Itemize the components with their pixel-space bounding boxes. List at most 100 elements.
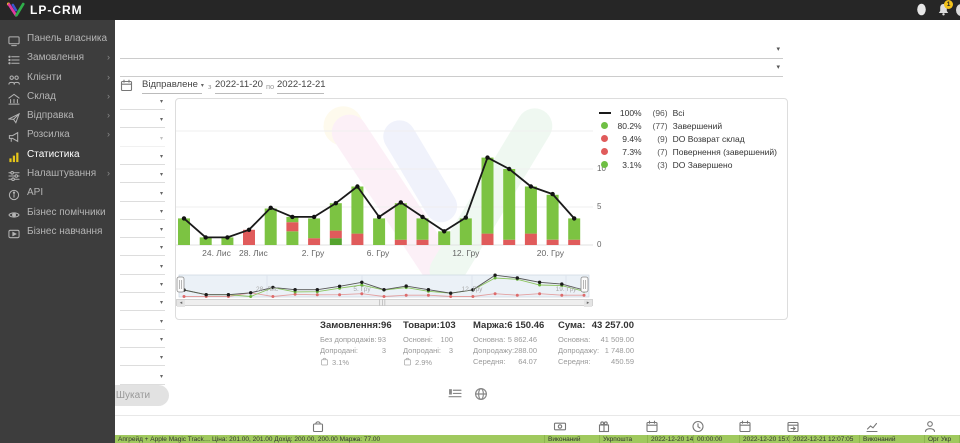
legend-dot-marker <box>601 135 609 142</box>
stat-title: Сума: <box>558 320 586 331</box>
search-button[interactable]: Шукати <box>97 385 169 406</box>
sidebar-item-label: Бізнес навчання <box>27 225 103 237</box>
sidebar-item-5[interactable]: Розсилка › <box>0 125 115 144</box>
x-axis-tick: 2. Гру <box>301 248 325 258</box>
chevron-down-icon: ▾ <box>159 300 163 307</box>
banknote-icon[interactable] <box>553 420 567 438</box>
chevron-right-icon: › <box>107 71 110 82</box>
scroll-right-icon[interactable]: ▸ <box>584 300 592 307</box>
calendar-icon[interactable] <box>739 420 752 438</box>
legend-item-1[interactable]: 80.2% (77) Завершений <box>598 119 777 132</box>
chart-scrollbar[interactable]: ◂ ||| ▸ <box>176 299 593 307</box>
clock-icon[interactable] <box>692 420 705 438</box>
stat-value: 96 <box>381 320 392 331</box>
orders-icon <box>8 52 20 65</box>
side-filter-select-6[interactable]: ▾ <box>120 188 165 202</box>
sidebar: Панель власника Замовлення › Клієнти › Склад ›… <box>0 20 115 443</box>
side-filter-select-8[interactable]: ▾ <box>120 224 165 239</box>
sidebar-item-0[interactable]: Панель власника <box>0 29 115 48</box>
side-filter-select-11[interactable]: ▾ <box>120 279 165 293</box>
list-view-icon[interactable] <box>448 387 462 401</box>
y-axis-tick: 0 <box>597 240 602 249</box>
date-from-input[interactable]: 2022-11-20 <box>215 79 263 94</box>
avatar-icon[interactable] <box>916 3 927 21</box>
side-filter-select-3[interactable]: ▾ <box>120 133 165 147</box>
date-to-input[interactable]: 2022-12-21 <box>277 79 326 94</box>
legend-item-2[interactable]: 9.4% (9) DO Возврат склад <box>598 132 777 145</box>
x-axis-tick: 28. Лис <box>239 248 268 258</box>
table-cell-3: 2022-12-20 14:14:06 <box>648 435 694 443</box>
sidebar-item-2[interactable]: Клієнти › <box>0 68 115 87</box>
filter-select-top-1[interactable]: ▾ <box>120 42 783 59</box>
stat-title: Замовлення: <box>320 320 382 331</box>
calendar-icon[interactable] <box>646 420 659 438</box>
dashboard-icon <box>8 33 20 47</box>
table-row[interactable]: Апгрейд + Apple Magic Track… Ціна: 201.0… <box>115 435 960 443</box>
sidebar-item-1[interactable]: Замовлення › <box>0 48 115 67</box>
sidebar-item-8[interactable]: API <box>0 183 115 202</box>
legend-item-4[interactable]: 3.1% (3) DO Завершено <box>598 158 777 171</box>
legend-item-3[interactable]: 7.3% (7) Повернення (завершений) <box>598 145 777 158</box>
sidebar-item-10[interactable]: Бізнес навчання <box>0 222 115 241</box>
side-filter-select-14[interactable]: ▾ <box>120 334 165 348</box>
side-filter-select-2[interactable]: ▾ <box>120 114 165 129</box>
settings-icon <box>8 168 20 182</box>
calendar-export-icon[interactable] <box>787 420 800 438</box>
chevron-down-icon: ▾ <box>159 99 163 105</box>
chevron-down-icon: ▾ <box>159 336 163 343</box>
side-filter-select-12[interactable]: ▾ <box>120 297 165 312</box>
side-filter-select-15[interactable]: ▾ <box>120 352 165 367</box>
partial-edge-icon[interactable] <box>956 4 960 16</box>
table-cell-6: 2022-12-21 12:07:05 <box>790 435 860 443</box>
person-icon[interactable] <box>924 420 937 438</box>
scrollbar-grip[interactable]: ||| <box>379 300 387 306</box>
stat-sub-label: Середня: <box>558 357 591 366</box>
side-filter-select-10[interactable]: ▾ <box>120 261 165 275</box>
date-type-dropdown[interactable]: Відправлене ▾ <box>142 79 204 94</box>
stat-sub-label: Допродажу: <box>473 346 515 355</box>
chart-icon[interactable] <box>866 420 879 438</box>
side-filter-select-16[interactable]: ▾ <box>120 371 165 385</box>
stat-column-0: Замовлення: 96 Без допродажів: 93 Допродані:… <box>320 320 392 368</box>
upsell-bag-icon <box>403 357 412 368</box>
table-cell-5: 2022-12-20 15:00:20 <box>740 435 790 443</box>
scroll-left-icon[interactable]: ◂ <box>177 300 185 307</box>
sidebar-item-4[interactable]: Відправка › <box>0 106 115 125</box>
side-filter-select-1[interactable]: ▾ <box>120 96 165 110</box>
table-cell-2: Укрпошта <box>600 435 648 443</box>
globe-view-icon[interactable] <box>474 387 488 401</box>
stat-column-3: Сума: 43 257.00 Основна: 41 509.00 Допродажу… <box>558 320 634 368</box>
upsell-bag-icon <box>320 357 329 368</box>
stat-sub-value: 3 <box>381 346 386 355</box>
lp-crm-logo-icon <box>6 2 26 18</box>
shipping-icon <box>7 110 20 124</box>
legend-dot-marker <box>601 148 609 155</box>
sidebar-item-6[interactable]: Статистика <box>0 145 115 164</box>
stat-sub-label: Допродажу: <box>558 346 600 355</box>
chevron-down-icon: ▾ <box>159 318 163 325</box>
sidebar-item-3[interactable]: Склад › <box>0 87 115 106</box>
chevron-right-icon: › <box>107 110 110 121</box>
chevron-down-icon: ▾ <box>159 208 163 215</box>
sidebar-item-label: Налаштування <box>27 168 97 180</box>
sidebar-item-7[interactable]: Налаштування › <box>0 164 115 183</box>
side-filter-select-13[interactable]: ▾ <box>120 316 165 330</box>
from-label: з <box>208 82 212 91</box>
stat-footer-percent: 2.9% <box>415 358 433 367</box>
sidebar-item-9[interactable]: Бізнес помічники <box>0 203 115 222</box>
chevron-down-icon: ▾ <box>159 153 163 160</box>
side-filter-select-5[interactable]: ▾ <box>120 169 165 184</box>
table-cell-7: Виконаний <box>860 435 925 443</box>
side-filter-select-9[interactable]: ▾ <box>120 242 165 257</box>
filter-select-top-2[interactable]: ▾ <box>120 60 783 77</box>
side-filter-select-4[interactable]: ▾ <box>120 151 165 165</box>
bag-icon[interactable] <box>312 420 325 438</box>
sidebar-item-label: Розсилка <box>27 129 70 141</box>
gift-icon[interactable] <box>598 420 611 438</box>
calendar-icon[interactable] <box>120 79 133 92</box>
stat-sub-value: 100 <box>440 335 453 344</box>
stat-sub-label: Основні: <box>403 335 433 344</box>
legend-item-0[interactable]: 100% (96) Всі <box>598 106 777 119</box>
side-filter-select-7[interactable]: ▾ <box>120 206 165 220</box>
